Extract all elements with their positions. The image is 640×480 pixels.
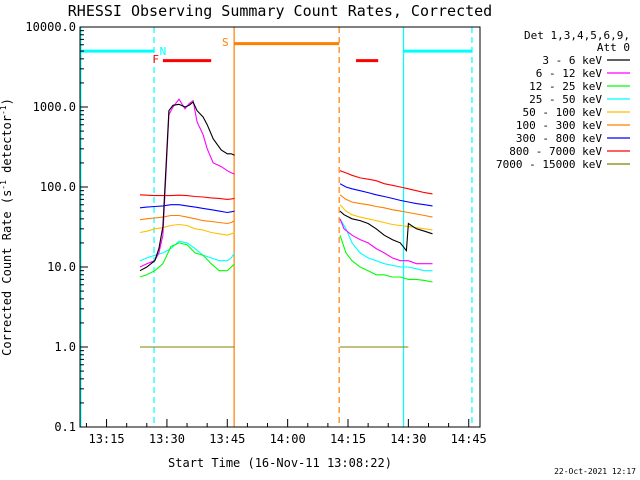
- x-tick-label: 13:45: [209, 432, 245, 446]
- series-line: [139, 98, 433, 268]
- plot-frame: [79, 26, 481, 428]
- legend-entry: 50 - 100 keV: [523, 106, 603, 119]
- timestamp: 22-Oct-2021 12:17: [554, 467, 636, 476]
- flag-label: N: [160, 45, 167, 58]
- chart-title: RHESSI Observing Summary Count Rates, Co…: [68, 2, 492, 20]
- y-axis: 0.1 1.0 10.0 100.0 1000.0 10000.0: [25, 20, 88, 434]
- legend-header-line2: Att 0: [597, 41, 630, 54]
- y-tick-label: 100.0: [40, 180, 76, 194]
- series-line: [139, 204, 433, 236]
- x-tick-label: 13:30: [149, 432, 185, 446]
- x-axis: 13:15 13:30 13:45 14:00 14:15 14:30 14:45: [85, 419, 487, 446]
- legend-entry: 800 - 7000 keV: [509, 145, 602, 158]
- y-tick-label: 1.0: [54, 340, 76, 354]
- flag-label: F: [152, 53, 159, 66]
- x-tick-label: 14:15: [330, 432, 366, 446]
- series-line: [139, 218, 433, 272]
- series-line: [139, 101, 433, 272]
- legend-entry: 300 - 800 keV: [516, 132, 602, 145]
- x-tick-label: 14:00: [270, 432, 306, 446]
- series-line: [139, 235, 433, 283]
- y-axis-label: Corrected Count Rate (s-1 detector-1): [0, 98, 14, 356]
- x-tick-label: 14:45: [451, 432, 487, 446]
- legend-entry: 6 - 12 keV: [536, 67, 603, 80]
- series-line: [139, 183, 433, 214]
- legend-entry: 12 - 25 keV: [529, 80, 602, 93]
- x-tick-label: 13:15: [88, 432, 124, 446]
- legend-entry: 100 - 300 keV: [516, 119, 602, 132]
- x-axis-label: Start Time (16-Nov-11 13:08:22): [168, 456, 392, 470]
- legend-entry: 3 - 6 keV: [542, 54, 602, 67]
- legend-header-line1: Det 1,3,4,5,6,9,: [524, 29, 630, 42]
- legend-entry: 7000 - 15000 keV: [496, 158, 602, 171]
- y-tick-label: 1000.0: [33, 100, 76, 114]
- legend-entry: 25 - 50 keV: [529, 93, 602, 106]
- series-line: [139, 194, 433, 225]
- series-line: [139, 170, 433, 200]
- y-tick-label: 10.0: [47, 260, 76, 274]
- flag-label: S: [222, 36, 229, 49]
- x-tick-label: 14:30: [390, 432, 426, 446]
- y-tick-label: 10000.0: [25, 20, 76, 34]
- plot-area: N S F: [80, 27, 473, 427]
- y-tick-label: 0.1: [54, 420, 76, 434]
